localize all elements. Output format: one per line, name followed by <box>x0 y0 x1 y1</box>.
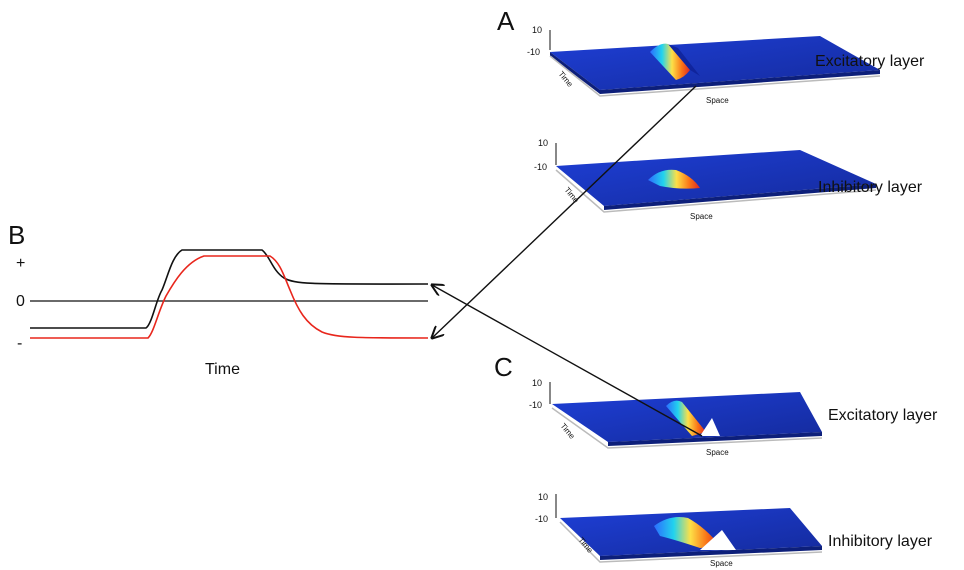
panel-b-letter: B <box>8 220 25 250</box>
panel-b: B + 0 - Time <box>8 220 429 378</box>
panel-a-exc-tick-top: 10 <box>532 25 542 35</box>
panel-c-letter: C <box>494 352 513 382</box>
panel-a-inh-space-label: Space <box>690 212 713 221</box>
panel-b-minus-label: - <box>17 335 22 352</box>
panel-a-exc-space-label: Space <box>706 96 729 105</box>
panel-c: C 10 -10 Time Space Excitatory layer 10 … <box>494 352 938 568</box>
arrow-a-to-b-red <box>432 85 697 338</box>
panel-b-zero-label: 0 <box>16 293 25 310</box>
panel-b-red-trace <box>30 255 429 339</box>
panel-a-excitatory-surface: 10 -10 Time Space <box>527 25 881 105</box>
panel-b-plus-label: + <box>16 255 25 272</box>
panel-c-exc-tick-bottom: -10 <box>529 400 542 410</box>
panel-c-excitatory-label: Excitatory layer <box>828 407 938 424</box>
panel-c-inh-tick-bottom: -10 <box>535 514 548 524</box>
panel-a-inh-tick-bottom: -10 <box>534 162 547 172</box>
panel-b-time-label: Time <box>205 361 240 378</box>
panel-c-exc-tick-top: 10 <box>532 378 542 388</box>
panel-c-excitatory-surface: 10 -10 Time Space <box>529 378 823 457</box>
arrow-c-to-b-black <box>432 285 703 437</box>
panel-b-black-trace <box>30 249 429 329</box>
panel-a-inhibitory-label: Inhibitory layer <box>818 179 923 196</box>
panel-c-inh-tick-top: 10 <box>538 492 548 502</box>
panel-c-inhibitory-surface: 10 -10 Time Space <box>535 492 823 568</box>
panel-c-inh-space-label: Space <box>710 559 733 568</box>
panel-a-letter: A <box>497 6 515 36</box>
panel-a-excitatory-label: Excitatory layer <box>815 53 925 70</box>
panel-a-exc-tick-bottom: -10 <box>527 47 540 57</box>
panel-c-inhibitory-label: Inhibitory layer <box>828 533 933 550</box>
panel-a-inh-tick-top: 10 <box>538 138 548 148</box>
panel-a: A 10 -10 Time Space Excitatory layer 10 … <box>497 6 925 221</box>
panel-c-exc-space-label: Space <box>706 448 729 457</box>
